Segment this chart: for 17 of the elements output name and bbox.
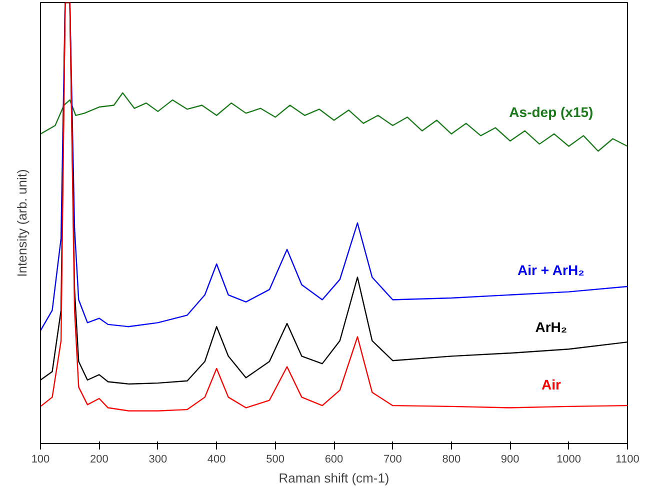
series-label: Air <box>541 376 562 392</box>
x-tick-label: 900 <box>500 454 520 466</box>
x-tick-label: 600 <box>324 454 344 466</box>
x-tick-label: 1100 <box>616 454 640 466</box>
x-axis-title: Raman shift (cm-1) <box>278 470 390 486</box>
y-axis-title: Intensity (arb. unit) <box>14 169 30 277</box>
x-tick-label: 1000 <box>556 454 582 466</box>
x-tick-label: 500 <box>266 454 284 466</box>
series-label: Air + ArH₂ <box>518 262 584 278</box>
x-tick-label: 800 <box>442 454 461 466</box>
series-label: As-dep (x15) <box>509 104 594 120</box>
x-tick-label: 700 <box>384 454 402 466</box>
x-tick-label: 100 <box>31 454 50 466</box>
x-tick-label: 400 <box>207 454 226 466</box>
series-label: ArH₂ <box>535 319 568 336</box>
x-tick-label: 200 <box>90 454 108 466</box>
x-tick-label: 300 <box>148 454 168 466</box>
